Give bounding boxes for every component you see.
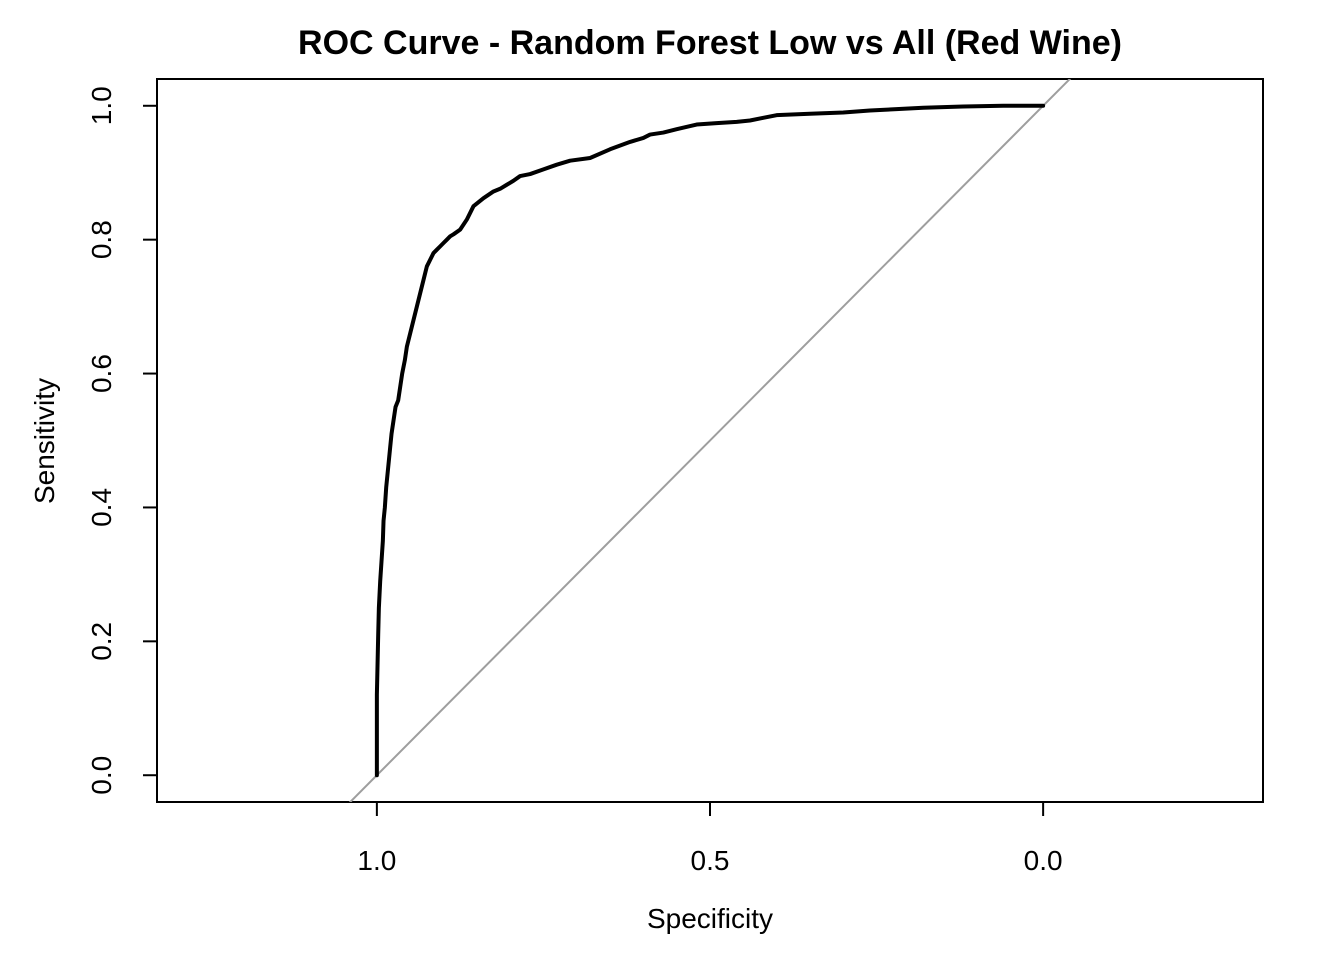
roc-curve-layer	[374, 103, 1046, 778]
y-tick-label: 0.4	[86, 488, 117, 527]
y-tick-label: 0.2	[86, 622, 117, 661]
y-tick-label: 0.8	[86, 220, 117, 259]
y-tick-label: 0.6	[86, 354, 117, 393]
x-axis-label: Specificity	[647, 903, 773, 934]
x-tick-label: 0.5	[691, 845, 730, 876]
y-tick-label: 1.0	[86, 86, 117, 125]
chart-title: ROC Curve - Random Forest Low vs All (Re…	[298, 24, 1122, 62]
x-axis: 1.0 0.5 0.0	[357, 801, 1063, 876]
y-axis-label: Sensitivity	[29, 378, 60, 504]
y-tick-label: 0.0	[86, 756, 117, 795]
reference-line-layer	[348, 79, 1072, 802]
y-axis: 0.0 0.2 0.4 0.6 0.8 1.0	[86, 86, 158, 795]
roc-curve-line	[374, 103, 1046, 778]
x-tick-label: 0.0	[1024, 845, 1063, 876]
reference-diagonal-line	[348, 79, 1072, 802]
x-tick-label: 1.0	[357, 845, 396, 876]
